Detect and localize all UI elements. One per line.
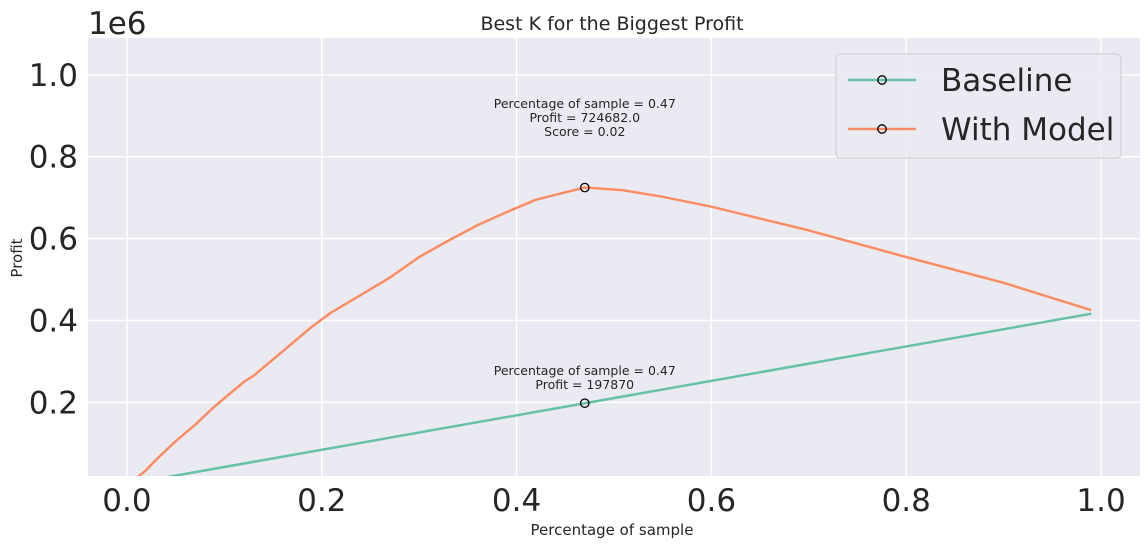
legend-label: With Model (941, 112, 1114, 148)
chart-title: Best K for the Biggest Profit (480, 13, 743, 35)
highlight-point (579, 398, 590, 409)
legend-marker (877, 75, 887, 85)
highlight-point (579, 182, 590, 193)
legend: Baseline With Model (835, 53, 1122, 159)
y-tick-label: 1.0 (29, 58, 78, 94)
series-line-with-model (137, 186, 1092, 476)
y-tick-label: 0.2 (29, 385, 78, 421)
y-axis-label: Profit (8, 238, 26, 277)
legend-label: Baseline (941, 63, 1072, 99)
y-tick-labels: 0.2 0.4 0.6 0.8 1.0 (29, 58, 78, 421)
x-tick-labels: 0.0 0.2 0.4 0.6 0.8 1.0 (102, 483, 1125, 519)
y-tick-label: 0.8 (29, 140, 78, 176)
y-tick-label: 0.6 (29, 222, 78, 258)
y-offset-text: 1e6 (88, 6, 147, 42)
x-tick-label: 0.6 (687, 483, 736, 519)
x-tick-label: 0.8 (882, 483, 931, 519)
legend-marker (877, 124, 887, 134)
x-axis-label: Percentage of sample (531, 521, 694, 539)
x-tick-label: 1.0 (1076, 483, 1125, 519)
x-tick-label: 0.4 (492, 483, 541, 519)
y-tick-label: 0.4 (29, 303, 78, 339)
x-tick-label: 0.0 (102, 483, 151, 519)
series-line-baseline (166, 312, 1092, 476)
highlight-markers (579, 182, 590, 409)
annotation-line: Score = 0.02 (544, 124, 625, 139)
x-tick-label: 0.2 (297, 483, 346, 519)
annotation-line: Percentage of sample = 0.47 (494, 363, 676, 378)
series-layer (137, 186, 1092, 476)
annotation-line: Profit = 724682.0 (529, 110, 640, 125)
annotation-line: Profit = 197870 (535, 377, 634, 392)
annotation-line: Percentage of sample = 0.47 (494, 96, 676, 111)
